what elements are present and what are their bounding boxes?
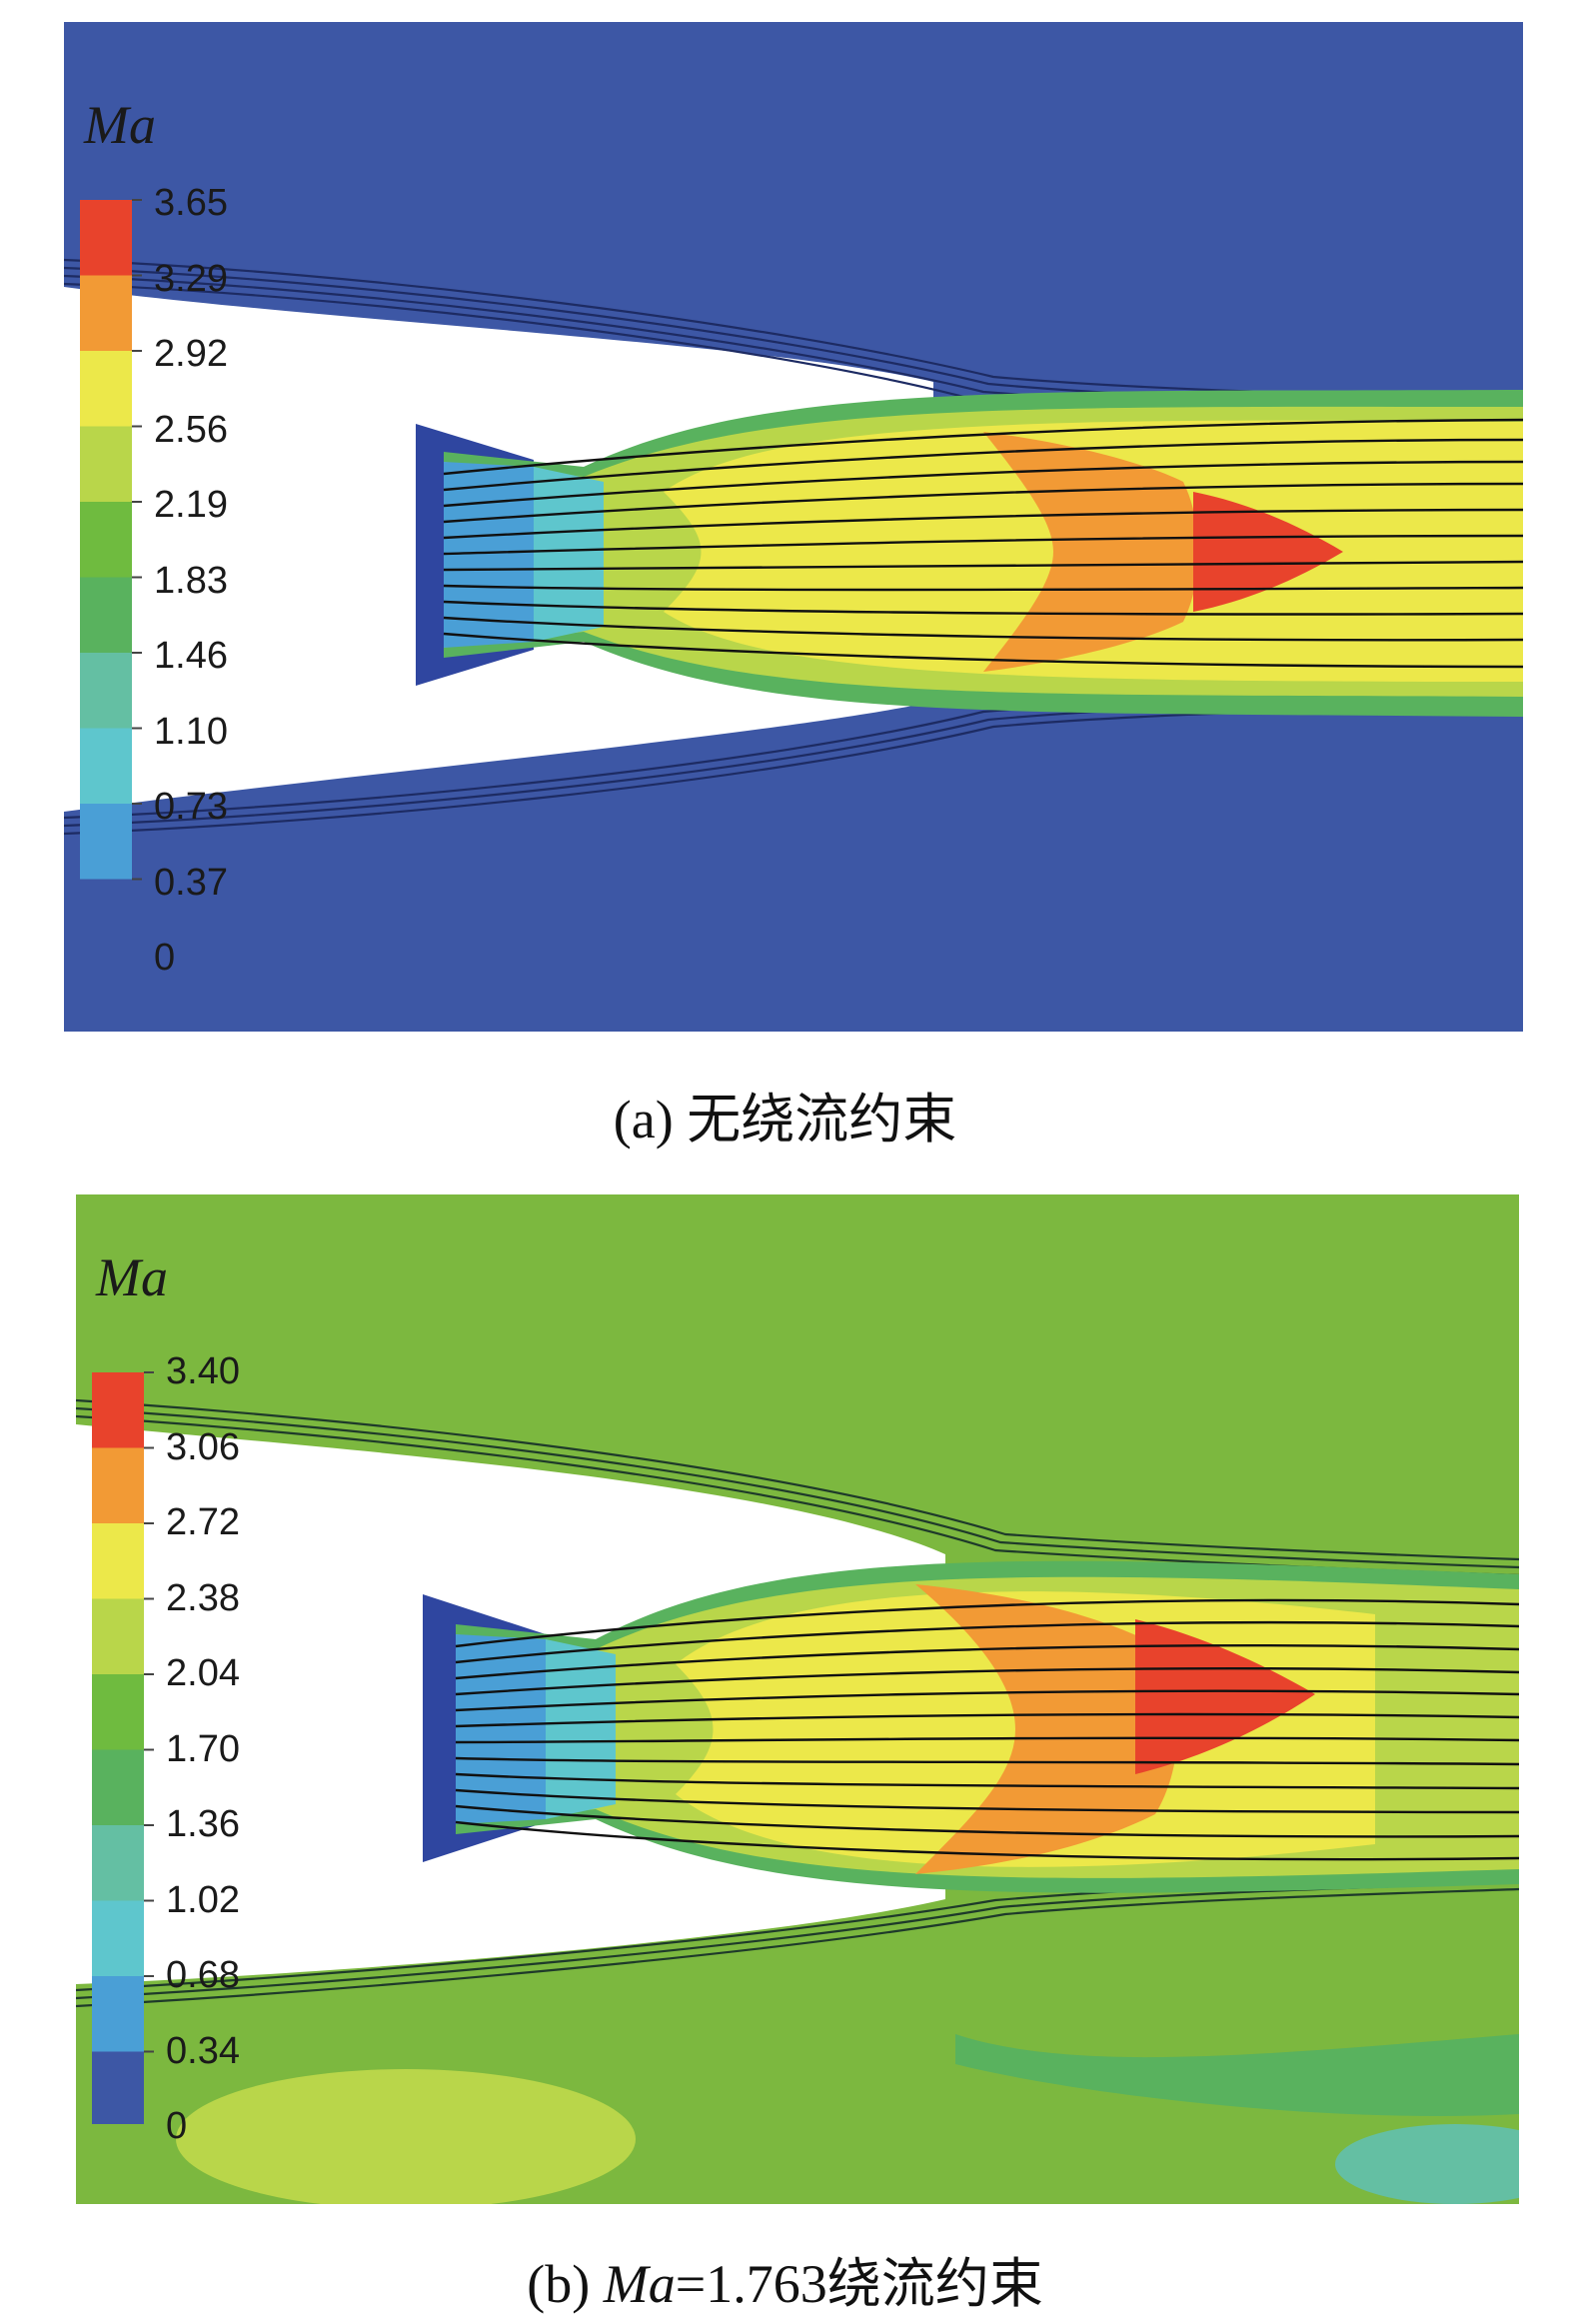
colorbar-swatch [92,1674,144,1750]
colorbar-swatch [92,1976,144,2052]
nozzle-throat-flow [444,462,534,648]
colorbar-swatch [80,200,132,276]
plume-mach-3.40 [1135,1619,1315,1774]
colorbar-swatch [92,1523,144,1599]
colorbar-label: 0.68 [166,1954,240,1996]
mach-contour-plot-b [76,1194,1519,2204]
colorbar-label: 1.02 [166,1879,240,1921]
colorbar-swatch [80,426,132,502]
colorbar-label: 2.19 [154,484,228,526]
colorbar-swatch [80,728,132,804]
colorbar-swatch [80,351,132,427]
colorbar-swatch [80,502,132,578]
colorbar-swatch [80,577,132,653]
caption-a: (a) 无绕流约束 [613,1090,957,1150]
plume-streamlines [455,1598,1519,1861]
colorbar-label: 3.40 [166,1350,240,1392]
quantity-label: Ma [84,95,156,155]
colorbar-swatch [92,1825,144,1901]
colorbar-label: 0.73 [154,786,228,828]
colorbar-swatch [80,804,132,880]
lower-region-mach-1.36 [1335,2124,1519,2204]
colorbar-label: 1.10 [154,711,228,753]
colorbar-label: 1.70 [166,1728,240,1770]
colorbar-b [92,1371,154,2124]
contour-panel-b: Ma 3.40 3.06 2.72 2.38 2.04 1.70 1.36 1.… [76,1194,1519,2204]
lower-region-mach-2.04 [176,2069,636,2204]
colorbar-label: 3.65 [154,182,228,224]
colorbar-label: 0 [166,2105,188,2147]
colorbar-label: 3.06 [166,1426,240,1468]
colorbar-swatch [80,275,132,351]
caption-b: (b) Ma=1.763绕流约束 [0,2239,1570,2318]
colorbar-swatch [92,1749,144,1825]
nozzle-exit-flow [546,1639,616,1819]
lower-region-mach-1.70 [955,2034,1519,2116]
colorbar-a [80,199,142,952]
plume-mach-3.65 [1193,492,1343,612]
colorbar-label: 2.72 [166,1501,240,1543]
colorbar-swatch [92,2051,144,2124]
colorbar-label: 2.38 [166,1577,240,1619]
colorbar-label: 1.46 [154,635,228,677]
contour-panel-a: Ma 3.65 3.29 2.92 2.56 2.19 1.83 1.46 1.… [64,22,1523,1032]
plume-mach-3.06 [915,1584,1178,1874]
nozzle-exit-flow [534,467,604,642]
colorbar-swatch [92,1447,144,1523]
colorbar-label: 2.04 [166,1652,240,1694]
caption-variable: Ma [603,2254,676,2314]
colorbar-swatch [80,879,132,952]
colorbar-label: 0.37 [154,862,228,904]
colorbar-swatch [80,653,132,729]
colorbar-label: 1.83 [154,560,228,602]
colorbar-label: 0 [154,937,176,979]
colorbar-label: 2.56 [154,409,228,451]
caption-prefix: (b) [527,2254,604,2314]
colorbar-label: 1.36 [166,1803,240,1845]
colorbar-label: 0.34 [166,2030,240,2072]
plume-streamlines [443,418,1523,669]
quantity-label: Ma [96,1247,168,1307]
colorbar-label: 3.29 [154,258,228,300]
colorbar-swatch [92,1900,144,1976]
colorbar-label: 2.92 [154,333,228,375]
caption-suffix: =1.763绕流约束 [675,2254,1043,2314]
colorbar-swatch [92,1598,144,1674]
mach-contour-plot-a [64,22,1523,1032]
colorbar-swatch [92,1372,144,1448]
